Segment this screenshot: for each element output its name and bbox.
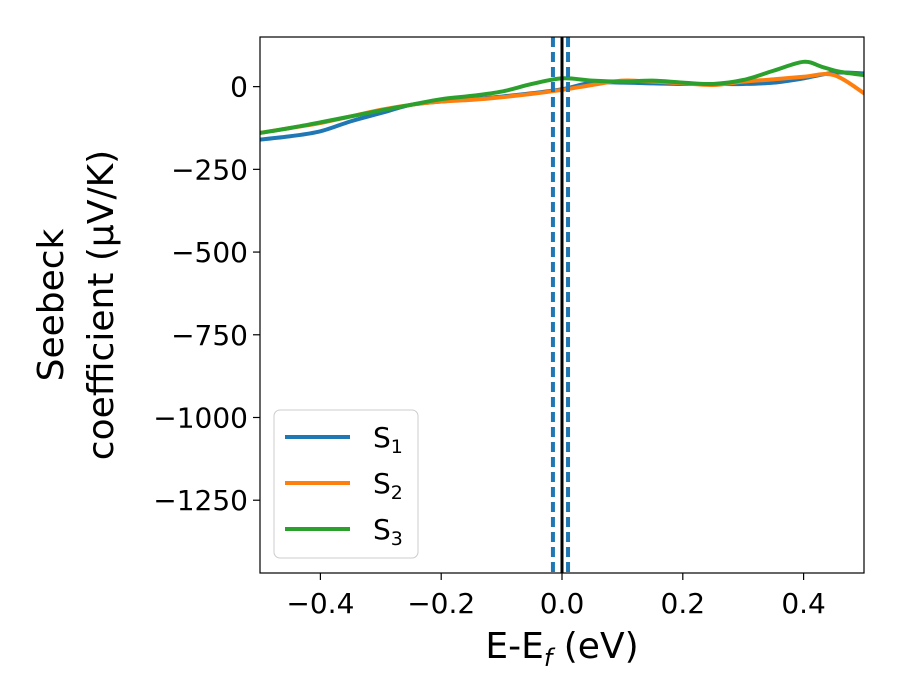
legend-entries: S1 S2 S3 — [285, 421, 403, 550]
x-axis: −0.4 −0.2 0.0 0.2 0.4 — [286, 573, 826, 620]
y-axis-label-line2: coefficient (μV/K) — [81, 150, 122, 460]
legend-label-s1: S1 — [373, 421, 403, 458]
x-tick-label: 0.0 — [540, 587, 585, 620]
x-tick-label: 0.4 — [781, 587, 826, 620]
legend-label-s2: S2 — [373, 467, 403, 504]
y-tick-label: −500 — [171, 236, 248, 269]
x-tick-label: −0.2 — [407, 587, 475, 620]
y-tick-label: −250 — [171, 153, 248, 186]
y-axis: 0 −250 −500 −750 −1000 −1250 — [153, 71, 260, 517]
reference-lines-layer — [550, 37, 571, 573]
x-axis-label-unit: (eV) — [552, 626, 638, 667]
series-line-s3 — [260, 59, 864, 135]
x-tick-label: 0.2 — [661, 587, 706, 620]
legend: S1 S2 S3 — [273, 409, 419, 559]
y-tick-label: 0 — [230, 71, 248, 104]
y-tick-label: −1000 — [153, 401, 248, 434]
y-tick-label: −750 — [171, 319, 248, 352]
y-tick-label: −1250 — [153, 484, 248, 517]
x-tick-label: −0.4 — [286, 587, 354, 620]
x-axis-label: E-Ef (eV) — [485, 626, 638, 672]
y-axis-label-line1: Seebeck — [31, 228, 72, 381]
legend-label-s3: S3 — [373, 513, 403, 550]
